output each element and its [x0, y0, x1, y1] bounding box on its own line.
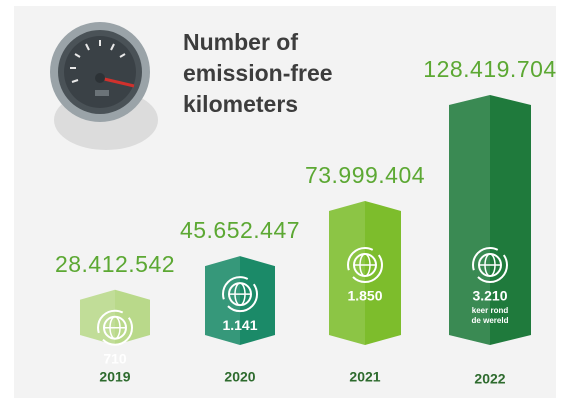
x-tick-label: 2020 — [224, 369, 255, 385]
value-label: 128.419.704 — [423, 56, 556, 82]
value-label: 45.652.447 — [180, 217, 300, 243]
chart-title: emission-free — [183, 60, 333, 86]
lap-note: keer rond — [472, 306, 509, 315]
x-tick-label: 2021 — [349, 369, 380, 385]
lap-label: 1.850 — [347, 288, 382, 304]
chart-title: kilometers — [183, 91, 298, 117]
lap-note: de wereld — [472, 316, 509, 325]
lap-label: 1.141 — [222, 317, 257, 333]
value-label: 28.412.542 — [55, 251, 175, 277]
x-tick-label: 2022 — [474, 371, 505, 387]
infographic: Number of emission-free kilometers 28.41… — [0, 0, 568, 403]
bar-face — [329, 201, 365, 345]
x-tick-label: 2019 — [99, 369, 130, 385]
lap-label: 710 — [103, 350, 127, 366]
chart-title: Number of — [183, 29, 298, 55]
value-label: 73.999.404 — [305, 162, 425, 188]
lap-label: 3.210 — [472, 288, 507, 304]
